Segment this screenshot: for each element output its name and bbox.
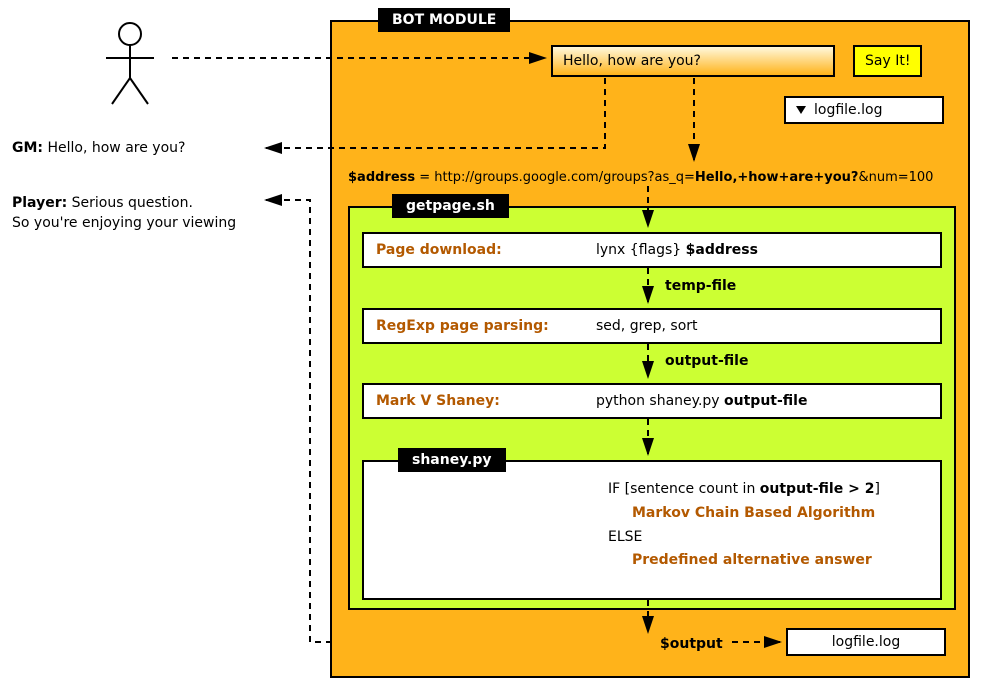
address-tail: &num=100 bbox=[858, 170, 933, 185]
step3-cmd-pre: python shaney.py bbox=[596, 393, 724, 409]
player-line1: Serious question. bbox=[67, 195, 193, 211]
shaney-if: IF [sentence count in output-file > 2] bbox=[608, 478, 926, 502]
logfile1-label: logfile.log bbox=[814, 102, 882, 118]
module-title: BOT MODULE bbox=[378, 8, 510, 32]
gm-text: Hello, how are you? bbox=[43, 140, 185, 156]
address-var: $address bbox=[348, 170, 415, 185]
address-query: Hello,+how+are+you? bbox=[695, 170, 859, 185]
step2-label: RegExp page parsing: bbox=[376, 318, 596, 334]
step1-cmd: lynx {flags} $address bbox=[596, 242, 758, 258]
shaney-then: Markov Chain Based Algorithm bbox=[608, 502, 926, 526]
player-dialogue: Player: Serious question. So you're enjo… bbox=[12, 194, 236, 233]
step2-cmd: sed, grep, sort bbox=[596, 318, 698, 334]
shaney-else-label: ELSE bbox=[608, 526, 926, 550]
player-line2: So you're enjoying your viewing bbox=[12, 215, 236, 231]
step3-label: Mark V Shaney: bbox=[376, 393, 596, 409]
step3-cmd: python shaney.py output-file bbox=[596, 393, 807, 409]
user-figure-icon bbox=[100, 20, 160, 110]
logfile2-label: logfile.log bbox=[832, 634, 900, 650]
step1-cmd-pre: lynx {flags} bbox=[596, 242, 686, 258]
if-pre: IF [sentence count in bbox=[608, 481, 760, 497]
logfile-bottom: logfile.log bbox=[786, 628, 946, 656]
step-shaney: Mark V Shaney: python shaney.py output-f… bbox=[362, 383, 942, 419]
shaney-else: Predefined alternative answer bbox=[608, 549, 926, 573]
address-line: $address = http://groups.google.com/grou… bbox=[348, 170, 933, 185]
step1-cmd-bold: $address bbox=[686, 242, 758, 258]
arrow2-label: output-file bbox=[665, 353, 748, 369]
gm-dialogue: GM: Hello, how are you? bbox=[12, 140, 185, 156]
gm-prefix: GM: bbox=[12, 140, 43, 156]
say-it-label: Say It! bbox=[865, 53, 910, 69]
logfile-top: logfile.log bbox=[784, 96, 944, 124]
if-bold: output-file > 2 bbox=[760, 481, 875, 497]
step-page-download: Page download: lynx {flags} $address bbox=[362, 232, 942, 268]
output-label: $output bbox=[660, 636, 723, 652]
shaney-box: IF [sentence count in output-file > 2] M… bbox=[362, 460, 942, 600]
arrow1-label: temp-file bbox=[665, 278, 736, 294]
step-regexp: RegExp page parsing: sed, grep, sort bbox=[362, 308, 942, 344]
player-prefix: Player: bbox=[12, 195, 67, 211]
input-text: Hello, how are you? bbox=[563, 53, 701, 69]
address-eq: = http://groups.google.com/groups?as_q= bbox=[415, 170, 695, 185]
shaney-title: shaney.py bbox=[398, 448, 506, 472]
step1-label: Page download: bbox=[376, 242, 596, 258]
getpage-title: getpage.sh bbox=[392, 194, 509, 218]
if-post: ] bbox=[874, 481, 879, 497]
input-field[interactable]: Hello, how are you? bbox=[551, 45, 835, 77]
step3-cmd-bold: output-file bbox=[724, 393, 807, 409]
say-it-button[interactable]: Say It! bbox=[853, 45, 922, 77]
down-arrow-icon bbox=[796, 102, 806, 118]
